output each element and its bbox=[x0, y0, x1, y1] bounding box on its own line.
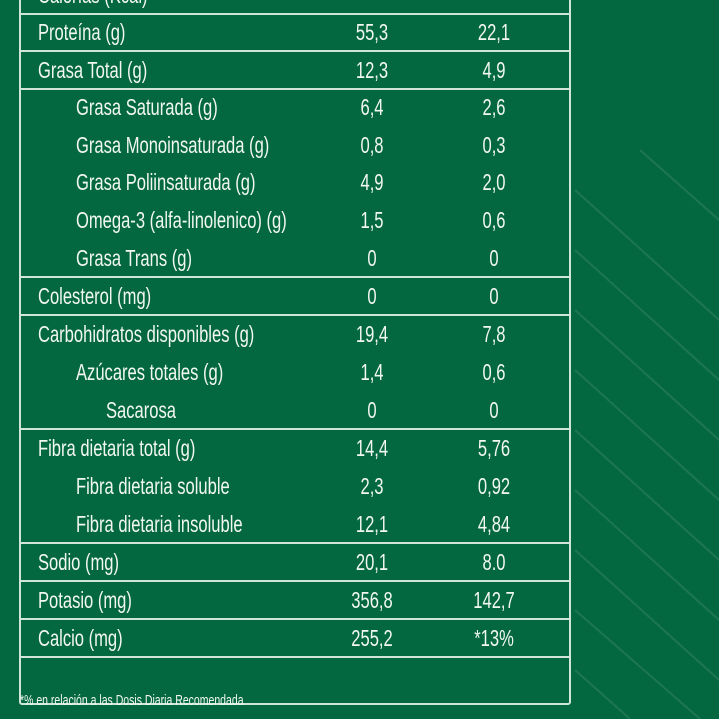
value-per-portion: 0,3 bbox=[482, 132, 506, 158]
row-divider bbox=[21, 88, 569, 90]
value-per-100g: 6,4 bbox=[360, 94, 384, 120]
nutrient-label: Grasa Trans (g) bbox=[76, 245, 192, 271]
value-per-portion: 142,7 bbox=[473, 587, 515, 613]
value-per-100g: 0 bbox=[367, 283, 377, 309]
nutrient-label: Fibra dietaria total (g) bbox=[38, 435, 196, 461]
table-row: Proteína (g) 55,3 22,1 bbox=[21, 13, 569, 51]
value-per-portion: 4,9 bbox=[482, 57, 506, 83]
value-per-100g: 12,1 bbox=[355, 511, 389, 537]
row-divider bbox=[21, 618, 569, 620]
table-row: Grasa Trans (g) 0 0 bbox=[21, 239, 569, 277]
nutrient-label: Calorías (Kcal) bbox=[38, 0, 148, 14]
table-row: Fibra dietaria soluble 2,3 0,92 bbox=[21, 467, 569, 505]
table-row: Sodio (mg) 20,1 8.0 bbox=[21, 543, 569, 581]
nutrient-label: Calcio (mg) bbox=[38, 625, 123, 651]
value-per-100g: 2,3 bbox=[360, 473, 384, 499]
value-per-100g: 19,4 bbox=[355, 321, 389, 347]
value-per-portion: 22,1 bbox=[477, 19, 511, 45]
row-divider bbox=[21, 580, 569, 582]
value-per-portion: 0 bbox=[489, 245, 499, 271]
table-row: Sacarosa 0 0 bbox=[21, 391, 569, 429]
footnote: *% en relación a las Dosis Diaria Recome… bbox=[20, 692, 244, 709]
value-per-portion: 0 bbox=[489, 397, 499, 423]
row-divider bbox=[21, 276, 569, 278]
row-divider bbox=[21, 542, 569, 544]
value-per-100g: 0,8 bbox=[360, 132, 384, 158]
nutrient-label: Omega-3 (alfa-linolenico) (g) bbox=[76, 207, 287, 233]
table-row: Grasa Total (g) 12,3 4,9 bbox=[21, 51, 569, 89]
value-per-100g: 356,8 bbox=[351, 587, 393, 613]
nutrient-label: Proteína (g) bbox=[38, 19, 126, 45]
table-row: Grasa Monoinsaturada (g) 0,8 0,3 bbox=[21, 126, 569, 164]
nutrient-label: Carbohidratos disponibles (g) bbox=[38, 321, 255, 347]
nutrient-label: Azúcares totales (g) bbox=[76, 359, 224, 385]
value-per-100g: 255,2 bbox=[351, 625, 393, 651]
value-per-100g: 4,9 bbox=[360, 169, 384, 195]
nutrient-label: Grasa Poliinsaturada (g) bbox=[76, 169, 256, 195]
row-divider bbox=[21, 13, 569, 15]
nutrient-label: Fibra dietaria soluble bbox=[76, 473, 230, 499]
table-row: Fibra dietaria total (g) 14,4 5,76 bbox=[21, 429, 569, 467]
value-per-100g: 20,1 bbox=[355, 549, 389, 575]
table-row: Grasa Saturada (g) 6,4 2,6 bbox=[21, 88, 569, 126]
value-per-portion: 4,84 bbox=[477, 511, 511, 537]
value-per-portion: 5,76 bbox=[477, 435, 511, 461]
value-per-portion: 7,8 bbox=[482, 321, 506, 347]
row-divider bbox=[21, 314, 569, 316]
row-divider bbox=[21, 50, 569, 52]
nutrient-label: Colesterol (mg) bbox=[38, 283, 152, 309]
value-per-100g: 55,3 bbox=[355, 19, 389, 45]
nutrient-label: Fibra dietaria insoluble bbox=[76, 511, 243, 537]
value-per-100g: 0 bbox=[367, 245, 377, 271]
table-row: Colesterol (mg) 0 0 bbox=[21, 277, 569, 315]
table-row: Fibra dietaria insoluble 12,1 4,84 bbox=[21, 505, 569, 543]
value-per-portion: 0,6 bbox=[482, 207, 506, 233]
nutrition-table: Calorías (Kcal) Proteína (g) 55,3 22,1 Grasa… bbox=[19, 0, 571, 705]
table-row: Omega-3 (alfa-linolenico) (g) 1,5 0,6 bbox=[21, 201, 569, 239]
table-row: Azúcares totales (g) 1,4 0,6 bbox=[21, 353, 569, 391]
nutrient-label: Sodio (mg) bbox=[38, 549, 119, 575]
row-divider bbox=[21, 656, 569, 658]
value-per-portion: 8.0 bbox=[482, 549, 506, 575]
value-per-portion: 0,92 bbox=[477, 473, 511, 499]
nutrient-label: Potasio (mg) bbox=[38, 587, 132, 613]
nutrient-label: Grasa Total (g) bbox=[38, 57, 148, 83]
row-divider bbox=[21, 428, 569, 430]
value-per-portion: 2,6 bbox=[482, 94, 506, 120]
value-per-portion: *13% bbox=[474, 625, 514, 651]
value-per-portion: 2,0 bbox=[482, 169, 506, 195]
value-per-100g: 14,4 bbox=[355, 435, 389, 461]
value-per-100g: 1,5 bbox=[360, 207, 384, 233]
table-row: Calorías (Kcal) bbox=[21, 0, 569, 14]
value-per-100g: 0 bbox=[367, 397, 377, 423]
table-row: Carbohidratos disponibles (g) 19,4 7,8 bbox=[21, 315, 569, 353]
value-per-100g: 12,3 bbox=[355, 57, 389, 83]
nutrient-label: Sacarosa bbox=[106, 397, 176, 423]
nutrient-label: Grasa Monoinsaturada (g) bbox=[76, 132, 270, 158]
value-per-portion: 0 bbox=[489, 283, 499, 309]
table-row: Grasa Poliinsaturada (g) 4,9 2,0 bbox=[21, 163, 569, 201]
value-per-portion: 0,6 bbox=[482, 359, 506, 385]
value-per-100g: 1,4 bbox=[360, 359, 384, 385]
nutrient-label: Grasa Saturada (g) bbox=[76, 94, 218, 120]
table-row: Potasio (mg) 356,8 142,7 bbox=[21, 581, 569, 619]
table-row: Calcio (mg) 255,2 *13% bbox=[21, 619, 569, 657]
